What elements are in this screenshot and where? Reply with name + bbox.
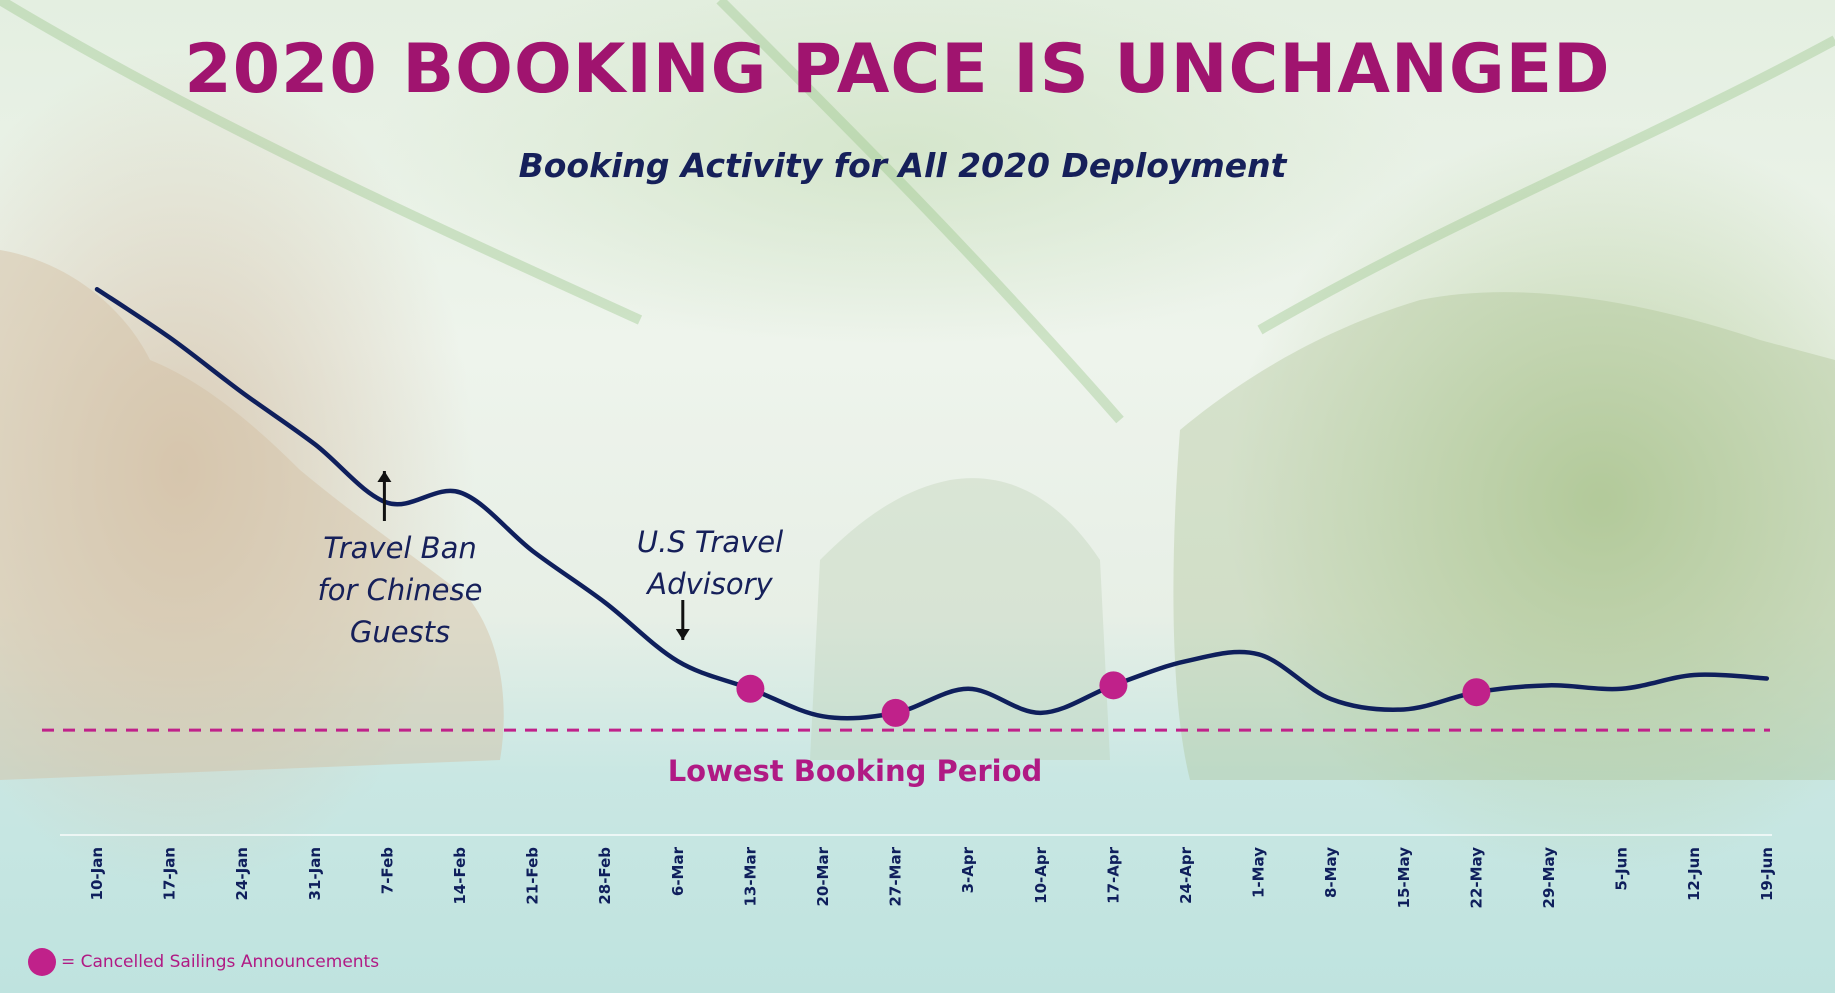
x-tick-label: 24-Apr (1177, 846, 1195, 903)
x-tick-label: 3-Apr (959, 846, 977, 893)
x-tick-label: 6-Mar (669, 846, 687, 896)
x-tick-label: 5-Jun (1613, 847, 1631, 891)
x-tick-label: 17-Jan (161, 847, 179, 900)
x-tick-label: 10-Apr (1032, 846, 1050, 903)
x-tick-label: 22-May (1467, 847, 1485, 909)
x-tick-label: 21-Feb (524, 847, 542, 905)
travel-ban-arrow-icon (377, 471, 392, 521)
legend: = Cancelled Sailings Announcements (28, 947, 379, 977)
cancelled-sailing-marker-icon (28, 948, 56, 976)
x-tick-label: 29-May (1540, 847, 1558, 909)
x-tick-label: 19-Jun (1758, 847, 1776, 901)
x-tick-label: 10-Jan (88, 847, 106, 900)
x-tick-label: 31-Jan (306, 847, 324, 900)
x-tick-label: 15-May (1395, 847, 1413, 909)
cancelled-sailing-marker (1462, 678, 1491, 707)
x-tick-label: 12-Jun (1685, 847, 1703, 901)
cancelled-sailing-marker (736, 674, 765, 703)
legend-label: = Cancelled Sailings Announcements (61, 952, 380, 972)
cancelled-sailing-marker (1099, 671, 1128, 700)
booking-pace-line (94, 286, 1770, 721)
page-title: 2020 BOOKING PACE IS UNCHANGED (184, 30, 1611, 109)
x-tick-label: 1-May (1250, 847, 1268, 898)
lowest-booking-period-label: Lowest Booking Period (667, 754, 1043, 788)
cancelled-sailing-marker (881, 698, 910, 727)
x-tick-label: 14-Feb (451, 847, 469, 905)
advisory-arrow-icon (675, 600, 690, 640)
us-travel-advisory-annotation: U.S Travel Advisory (636, 525, 784, 601)
x-tick-label: 13-Mar (741, 846, 759, 906)
chart-subtitle: Booking Activity for All 2020 Deployment (518, 146, 1287, 185)
travel-ban-annotation: Travel Ban for Chinese Guests (317, 531, 483, 649)
x-tick-label: 8-May (1322, 847, 1340, 898)
x-tick-label: 17-Apr (1104, 846, 1122, 903)
x-tick-label: 20-Mar (814, 846, 832, 906)
x-tick-label: 7-Feb (378, 847, 396, 894)
x-tick-label: 24-Jan (233, 847, 251, 900)
x-tick-label: 28-Feb (596, 847, 614, 905)
x-tick-label: 27-Mar (887, 846, 905, 906)
